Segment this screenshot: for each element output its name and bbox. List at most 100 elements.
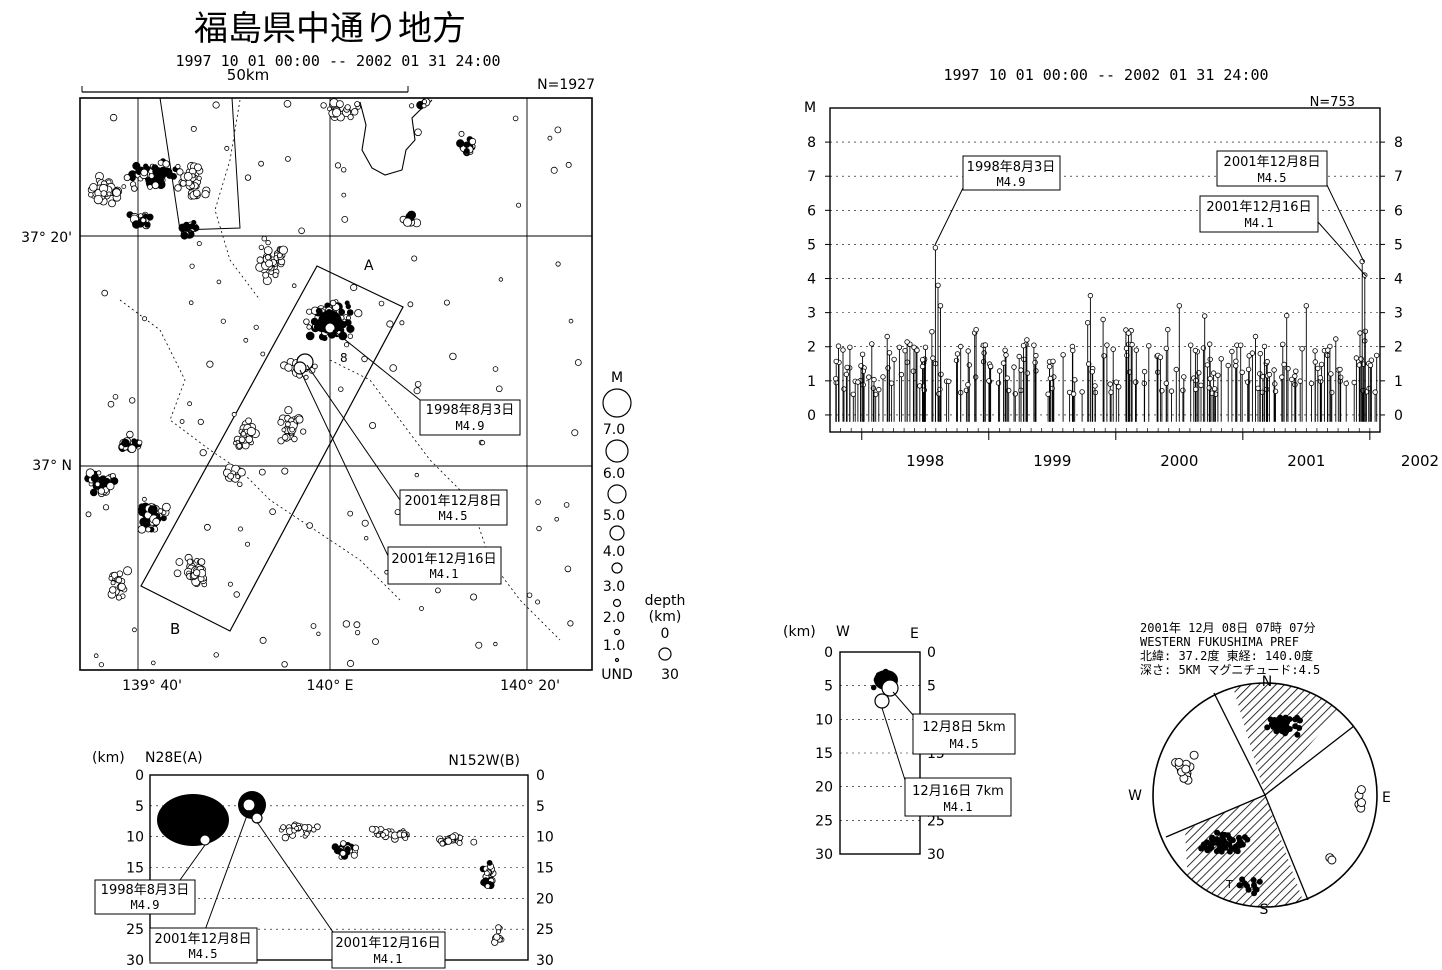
epicenter-marker [335, 100, 344, 108]
ts-event-marker [1266, 371, 1273, 378]
ts-y-tick-label: 3 [807, 306, 816, 322]
map-callout-2-mag: M4.5 [439, 509, 468, 523]
ts-event-marker [1070, 391, 1077, 397]
epicenter-marker [179, 419, 185, 424]
epicenter-marker [535, 499, 541, 505]
epicenter-marker [456, 139, 465, 148]
epicenter-marker [245, 435, 254, 444]
epicenter-marker [516, 202, 522, 208]
ts-event-marker [1033, 352, 1039, 359]
ts-event-marker [1293, 368, 1299, 374]
ew-depth-label: 30 [927, 847, 945, 863]
ts-callout-3-date: 2001年12月16日 [1206, 200, 1311, 215]
map-epicenters [84, 97, 582, 668]
epicenter-marker [192, 189, 201, 198]
epicenter-marker [554, 516, 559, 522]
ts-event-marker [1343, 380, 1349, 387]
epicenter-marker [186, 558, 193, 565]
ew-east-label: E [910, 626, 919, 642]
ts-event-marker [1168, 388, 1175, 394]
compression-marker [1251, 890, 1258, 897]
scale-bar [81, 86, 409, 93]
epicenter-marker [88, 191, 94, 198]
xsec-hypocenter [331, 843, 339, 851]
ts-event-marker [1060, 352, 1066, 358]
ts-event-marker [1157, 354, 1164, 360]
epicenter-marker [550, 166, 558, 174]
coastline [359, 99, 433, 176]
ts-y-tick-label: 4 [807, 272, 816, 288]
ts-event-marker [1187, 342, 1194, 348]
epicenter-marker [298, 227, 305, 235]
epicenter-marker [272, 272, 279, 279]
epicenter-marker [193, 569, 201, 577]
xsec-callout-1-mag: M4.9 [131, 898, 160, 912]
epicenter-marker [179, 179, 187, 187]
epicenter-marker [89, 183, 98, 192]
epicenter-marker [244, 174, 252, 181]
epicenter-marker [109, 113, 118, 122]
epicenter-marker [132, 220, 141, 229]
xsec-right-label: N152W(B) [448, 753, 520, 769]
epicenter-marker [216, 279, 222, 285]
ts-event-marker [938, 371, 944, 377]
box-label-b: B [170, 620, 180, 638]
ts-event-marker [1289, 376, 1295, 383]
ew-depth-label: 0 [824, 645, 833, 661]
epicenter-marker [131, 627, 137, 633]
ts-period: 1997 10 01 00:00 -- 2002 01 31 24:00 [943, 66, 1268, 84]
ts-event-marker [1281, 361, 1287, 368]
epicenter-marker [128, 397, 136, 404]
ts-event-marker [1129, 341, 1135, 348]
xsec-depth-label: 25 [536, 922, 554, 938]
mech-north: N [1262, 674, 1272, 690]
epicenter-marker [338, 331, 348, 341]
epicenter-marker [145, 526, 152, 533]
ts-event-marker [886, 350, 893, 356]
map-frame [79, 97, 593, 671]
xsec-depth-label: 5 [536, 799, 545, 815]
mech-line-1: 2001年 12月 08日 07時 07分 [1140, 621, 1316, 635]
ts-event-marker [1358, 356, 1364, 362]
ts-event-marker [880, 374, 886, 380]
epicenter-marker [512, 115, 519, 122]
ts-event-marker [1318, 361, 1325, 368]
epicenter-marker [276, 252, 283, 259]
epicenter-marker [109, 586, 117, 594]
epicenter-marker [312, 363, 318, 370]
mech-t-axis: T [1225, 878, 1233, 891]
epicenter-marker [127, 444, 137, 454]
ts-event-marker [965, 348, 971, 354]
ts-y-title: M [804, 100, 816, 116]
epicenter-marker [93, 195, 103, 205]
epicenter-marker [421, 103, 427, 109]
compression-marker [1200, 841, 1207, 848]
boundary-line [119, 299, 401, 601]
xsec-depth-label: 10 [126, 830, 144, 846]
epicenter-marker [320, 102, 327, 109]
xsec-callout-2-date: 2001年12月8日 [155, 932, 252, 947]
epicenter-marker [265, 259, 274, 268]
epicenter-marker [338, 386, 344, 392]
compression-marker [1237, 882, 1244, 889]
epicenter-marker [493, 641, 498, 647]
epicenter-marker [463, 141, 470, 148]
nodal-planes [1165, 692, 1355, 901]
epicenter-marker [160, 515, 167, 522]
ts-callouts [934, 150, 1367, 277]
ts-event-marker [953, 357, 960, 364]
xsec-hypocenter [380, 832, 386, 838]
epicenter-marker [284, 363, 293, 372]
epicenter-marker [142, 213, 148, 219]
epicenter-marker [281, 467, 289, 475]
mag-legend-label: 6.0 [603, 466, 625, 482]
compression-marker [1211, 839, 1218, 846]
epicenter-marker [197, 558, 206, 566]
epicenter-marker [162, 160, 170, 168]
epicenter-marker [140, 168, 149, 177]
epicenter-marker [126, 430, 134, 439]
epicenter-marker [354, 309, 363, 318]
xsec-hypocenter [344, 845, 351, 852]
ts-events [833, 245, 1380, 422]
ts-y-ticks: 0 0 1 1 2 2 3 3 4 4 5 5 6 6 7 7 8 8 [807, 135, 1403, 424]
